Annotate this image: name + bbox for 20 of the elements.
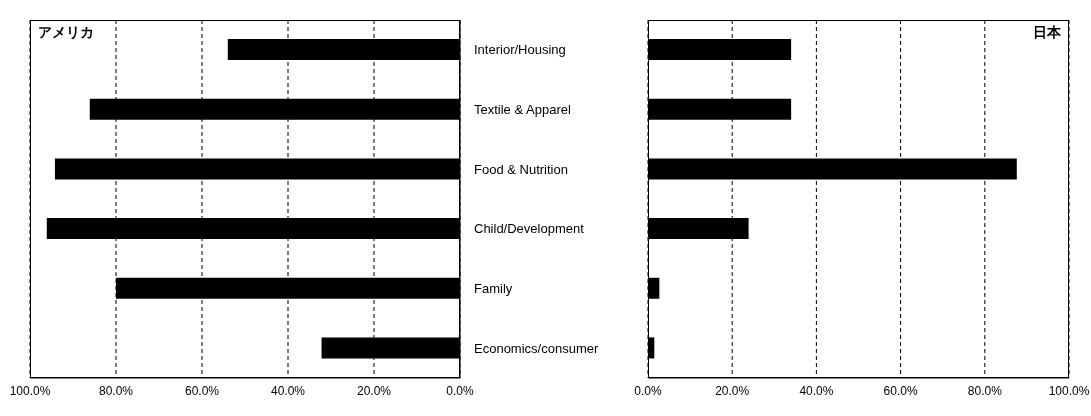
y-tick-label: Food & Nutrition	[474, 161, 568, 177]
y-tick-label: Child/Development	[474, 221, 585, 237]
x-tick-label: 80.0%	[967, 383, 1003, 398]
x-tick-label: 20.0%	[715, 383, 750, 398]
x-tick-label: 60.0%	[883, 383, 918, 398]
chart-title: 日本	[1033, 24, 1061, 42]
y-tick-label: Textile & Apparel	[474, 102, 571, 118]
x-tick-label: 0.0%	[634, 383, 662, 398]
y-tick-label: Economics/consumer	[474, 340, 599, 356]
x-tick-label: 40.0%	[270, 383, 306, 398]
x-tick-label: 100.0%	[9, 383, 51, 398]
y-tick-label: Family	[474, 281, 513, 297]
chart-title: アメリカ	[38, 24, 94, 42]
x-tick-label: 80.0%	[98, 383, 134, 398]
x-tick-label: 0.0%	[446, 383, 474, 398]
x-tick-label: 40.0%	[799, 383, 834, 398]
x-tick-label: 60.0%	[184, 383, 220, 398]
x-tick-label: 20.0%	[356, 383, 392, 398]
x-tick-label: 100.0%	[1048, 383, 1090, 398]
y-tick-label: Interior/Housing	[474, 42, 566, 58]
